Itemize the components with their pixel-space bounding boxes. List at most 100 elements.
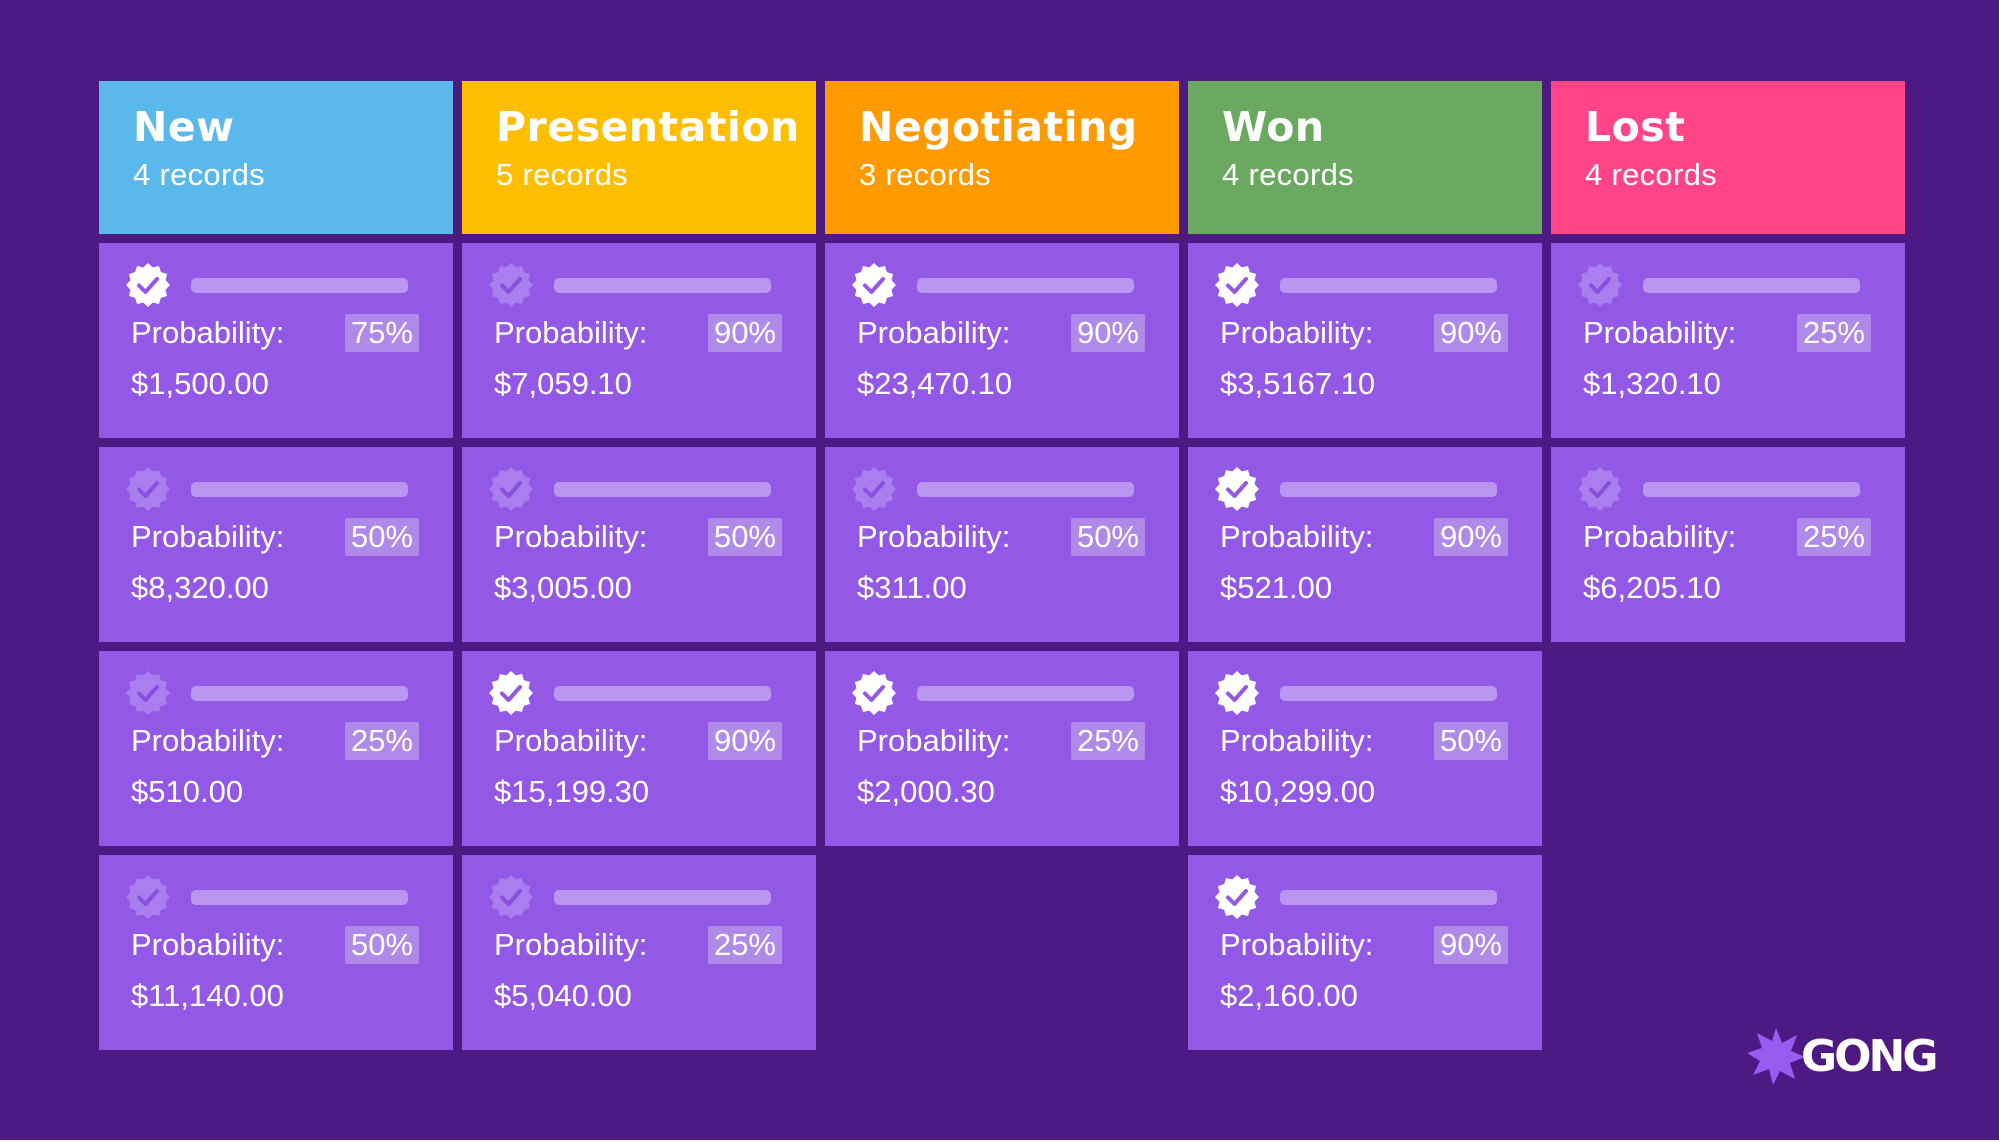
probability-row: Probability: 90% — [494, 717, 782, 765]
card-header — [488, 465, 782, 513]
deal-card[interactable]: Probability: 75% $1,500.00 — [99, 243, 453, 438]
probability-value: 25% — [1796, 314, 1871, 352]
probability-row: Probability: 25% — [1583, 309, 1871, 357]
deal-card[interactable]: Probability: 50% $311.00 — [825, 447, 1179, 642]
column-presentation: Presentation 5 records Probability: 90% $7,0… — [462, 81, 816, 1050]
deal-amount: $510.00 — [131, 774, 244, 809]
column-title: Presentation — [496, 103, 800, 151]
verified-check-icon — [852, 467, 896, 511]
probability-row: Probability: 50% — [1220, 717, 1508, 765]
probability-label: Probability: — [857, 519, 1011, 554]
probability-label: Probability: — [1220, 723, 1374, 758]
probability-value: 50% — [344, 518, 419, 556]
deal-name-placeholder-bar — [917, 277, 1134, 293]
deal-name-placeholder-bar — [1280, 277, 1497, 293]
card-header — [1214, 873, 1508, 921]
card-header — [851, 465, 1145, 513]
probability-label: Probability: — [131, 723, 285, 758]
deal-card[interactable]: Probability: 90% $23,470.10 — [825, 243, 1179, 438]
probability-row: Probability: 50% — [494, 513, 782, 561]
verified-check-icon — [1578, 467, 1622, 511]
deal-name-placeholder-bar — [1280, 481, 1497, 497]
column-new: New 4 records Probability: 75% $1,500.00 Prob… — [99, 81, 453, 1050]
verified-check-icon — [489, 875, 533, 919]
deal-name-placeholder-bar — [1280, 889, 1497, 905]
probability-value: 75% — [344, 314, 419, 352]
column-header-negotiating[interactable]: Negotiating 3 records — [825, 81, 1179, 234]
column-title: New — [133, 103, 235, 151]
deal-amount: $3,005.00 — [494, 570, 632, 605]
deal-card[interactable]: Probability: 90% $7,059.10 — [462, 243, 816, 438]
card-header — [1577, 261, 1871, 309]
column-title: Won — [1222, 103, 1325, 151]
deal-name-placeholder-bar — [191, 481, 408, 497]
deal-card[interactable]: Probability: 90% $2,160.00 — [1188, 855, 1542, 1050]
column-header-won[interactable]: Won 4 records — [1188, 81, 1542, 234]
column-header-new[interactable]: New 4 records — [99, 81, 453, 234]
probability-row: Probability: 90% — [1220, 921, 1508, 969]
deal-card[interactable]: Probability: 50% $3,005.00 — [462, 447, 816, 642]
probability-label: Probability: — [131, 927, 285, 962]
deal-card[interactable]: Probability: 25% $6,205.10 — [1551, 447, 1905, 642]
probability-label: Probability: — [1583, 519, 1737, 554]
deal-card[interactable]: Probability: 90% $15,199.30 — [462, 651, 816, 846]
probability-row: Probability: 90% — [1220, 513, 1508, 561]
probability-label: Probability: — [494, 519, 648, 554]
pipeline-board: New 4 records Probability: 75% $1,500.00 Prob… — [99, 81, 1905, 1050]
column-title: Negotiating — [859, 103, 1138, 151]
record-count: 3 records — [859, 157, 991, 192]
card-header — [851, 261, 1145, 309]
card-list: Probability: 25% $1,320.10 Probability: 25% $… — [1551, 243, 1905, 642]
verified-check-icon — [852, 671, 896, 715]
deal-amount: $5,040.00 — [494, 978, 632, 1013]
deal-name-placeholder-bar — [917, 481, 1134, 497]
probability-row: Probability: 25% — [131, 717, 419, 765]
probability-label: Probability: — [131, 519, 285, 554]
probability-label: Probability: — [494, 927, 648, 962]
column-won: Won 4 records Probability: 90% $3,5167.10 Pro… — [1188, 81, 1542, 1050]
column-negotiating: Negotiating 3 records Probability: 90% $23,4… — [825, 81, 1179, 1050]
probability-value: 90% — [1070, 314, 1145, 352]
deal-card[interactable]: Probability: 25% $510.00 — [99, 651, 453, 846]
deal-amount: $1,320.10 — [1583, 366, 1721, 401]
deal-amount: $6,205.10 — [1583, 570, 1721, 605]
deal-card[interactable]: Probability: 25% $2,000.30 — [825, 651, 1179, 846]
column-header-lost[interactable]: Lost 4 records — [1551, 81, 1905, 234]
probability-value: 50% — [1433, 722, 1508, 760]
verified-check-icon — [1215, 263, 1259, 307]
probability-value: 90% — [707, 722, 782, 760]
verified-check-icon — [126, 467, 170, 511]
probability-row: Probability: 90% — [857, 309, 1145, 357]
deal-card[interactable]: Probability: 50% $8,320.00 — [99, 447, 453, 642]
card-header — [1214, 465, 1508, 513]
deal-name-placeholder-bar — [554, 481, 771, 497]
deal-card[interactable]: Probability: 90% $3,5167.10 — [1188, 243, 1542, 438]
verified-check-icon — [489, 467, 533, 511]
deal-amount: $2,000.30 — [857, 774, 995, 809]
deal-card[interactable]: Probability: 50% $10,299.00 — [1188, 651, 1542, 846]
deal-amount: $2,160.00 — [1220, 978, 1358, 1013]
deal-card[interactable]: Probability: 50% $11,140.00 — [99, 855, 453, 1050]
probability-value: 25% — [1796, 518, 1871, 556]
record-count: 4 records — [1222, 157, 1354, 192]
card-header — [1214, 669, 1508, 717]
card-header — [488, 669, 782, 717]
deal-amount: $1,500.00 — [131, 366, 269, 401]
gong-starburst-icon — [1747, 1028, 1805, 1085]
probability-label: Probability: — [857, 723, 1011, 758]
probability-label: Probability: — [1220, 315, 1374, 350]
deal-card[interactable]: Probability: 90% $521.00 — [1188, 447, 1542, 642]
probability-row: Probability: 50% — [131, 921, 419, 969]
probability-label: Probability: — [1220, 927, 1374, 962]
probability-label: Probability: — [494, 723, 648, 758]
verified-check-icon — [1215, 875, 1259, 919]
deal-card[interactable]: Probability: 25% $5,040.00 — [462, 855, 816, 1050]
deal-amount: $8,320.00 — [131, 570, 269, 605]
column-title: Lost — [1585, 103, 1686, 151]
deal-card[interactable]: Probability: 25% $1,320.10 — [1551, 243, 1905, 438]
card-header — [1214, 261, 1508, 309]
probability-row: Probability: 25% — [857, 717, 1145, 765]
deal-name-placeholder-bar — [1280, 685, 1497, 701]
card-header — [1577, 465, 1871, 513]
column-header-presentation[interactable]: Presentation 5 records — [462, 81, 816, 234]
